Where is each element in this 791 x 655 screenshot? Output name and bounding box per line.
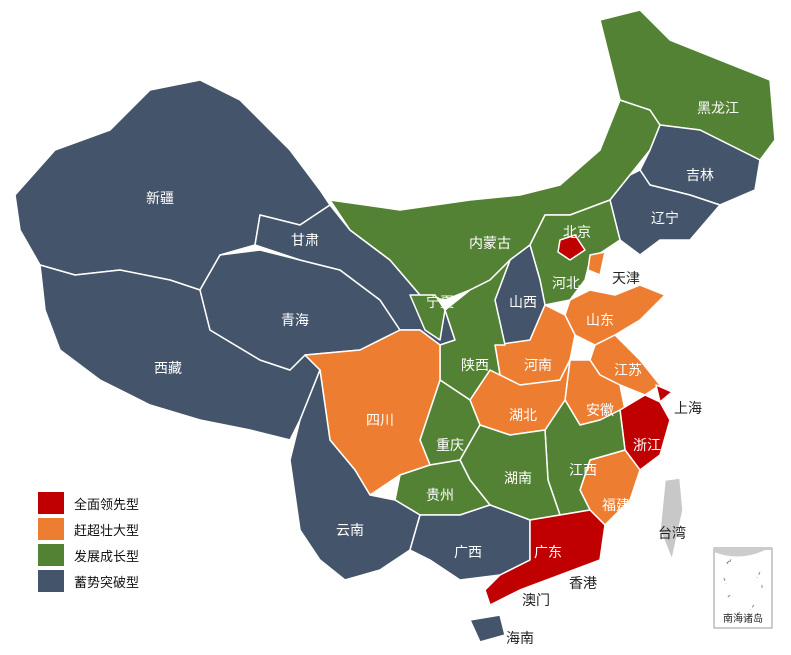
legend-item-catching-up: 赶超壮大型: [38, 516, 139, 542]
inset-dashed-line: [723, 558, 763, 617]
province-label: 内蒙古: [469, 236, 511, 252]
province-label: 湖北: [509, 408, 537, 424]
province-label: 广西: [454, 545, 482, 561]
province-label: 浙江: [633, 438, 661, 454]
province-label: 辽宁: [651, 210, 679, 227]
province-辽宁[interactable]: [609, 169, 721, 256]
legend-label: 蓄势突破型: [74, 575, 140, 591]
province-label: 黑龙江: [697, 101, 739, 117]
inset-coast: [714, 548, 772, 557]
province-label: 海南: [506, 631, 534, 647]
province-label: 上海: [674, 401, 702, 417]
province-label: 安徽: [586, 403, 614, 419]
province-label: 江苏: [614, 363, 642, 379]
province-北京[interactable]: [557, 234, 586, 261]
legend-swatch: [38, 492, 64, 514]
province-label: 甘肃: [291, 233, 319, 249]
province-广东[interactable]: [484, 509, 606, 606]
province-label: 贵州: [426, 488, 454, 504]
south-china-sea-inset: [713, 547, 773, 629]
legend-label: 全面领先型: [74, 497, 140, 513]
province-台湾[interactable]: [659, 477, 684, 561]
legend-swatch: [38, 518, 64, 540]
province-label: 江西: [569, 463, 597, 479]
province-label: 西藏: [154, 361, 182, 377]
legend-label: 赶超壮大型: [74, 523, 140, 539]
province-label: 陕西: [461, 358, 489, 374]
legend: 全面领先型 赶超壮大型 发展成长型 蓄势突破型: [38, 490, 139, 594]
legend-swatch: [38, 544, 64, 566]
province-label: 湖南: [504, 471, 532, 487]
legend-item-developing: 发展成长型: [38, 542, 139, 568]
province-label: 山东: [586, 313, 614, 329]
province-label: 天津: [612, 271, 640, 287]
province-label: 青海: [281, 313, 309, 329]
province-label: 香港: [569, 576, 597, 592]
province-海南[interactable]: [469, 614, 506, 643]
province-label: 河北: [552, 276, 580, 292]
province-label: 广东: [534, 545, 562, 561]
province-label: 重庆: [436, 438, 464, 454]
province-label: 山西: [509, 295, 537, 311]
province-label: 澳门: [522, 593, 550, 609]
province-label: 北京: [563, 225, 591, 241]
legend-label: 发展成长型: [74, 549, 140, 565]
province-宁夏[interactable]: [409, 294, 446, 341]
province-label: 福建: [602, 498, 630, 514]
legend-item-breakthrough: 蓄势突破型: [38, 568, 139, 594]
province-上海[interactable]: [655, 384, 673, 403]
province-label: 台湾: [658, 525, 686, 542]
legend-item-leading: 全面领先型: [38, 490, 139, 516]
legend-swatch: [38, 570, 64, 592]
province-label: 新疆: [146, 191, 174, 207]
province-label: 吉林: [686, 168, 714, 184]
province-label: 四川: [366, 413, 394, 429]
inset-label: 南海诸岛: [723, 612, 763, 625]
province-云南[interactable]: [289, 369, 421, 581]
province-天津[interactable]: [587, 251, 606, 276]
province-label: 云南: [336, 523, 364, 539]
province-label: 宁夏: [426, 294, 454, 311]
province-label: 河南: [524, 358, 552, 374]
